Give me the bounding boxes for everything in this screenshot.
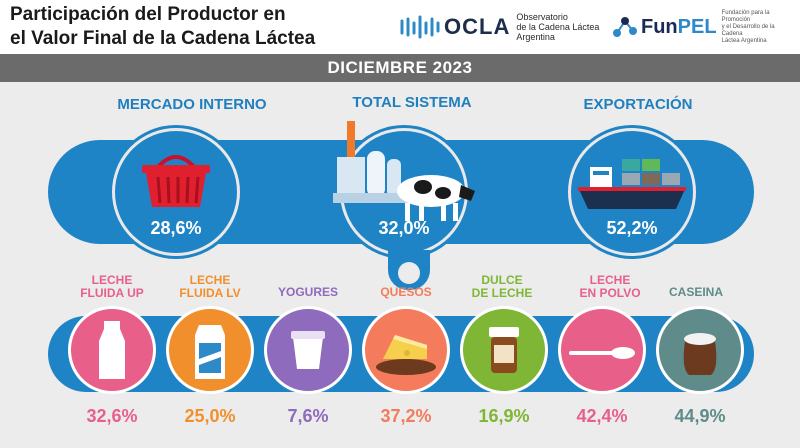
segment-title-exportacion: EXPORTACIÓN (583, 96, 693, 113)
product-label-line-2: EN POLVO (579, 286, 641, 300)
product-circle-leche-en-polvo (558, 306, 646, 394)
product-circle-caseina (656, 306, 744, 394)
product-pct-yogures: 7,6% (287, 406, 329, 426)
funpel-sub-2: y el Desarrollo de la Cadena (721, 23, 775, 37)
product-pct-quesos: 37,2% (380, 406, 432, 426)
product-circle-leche-fluida-up (68, 306, 156, 394)
funpel-sub-3: Láctea Argentina (721, 37, 767, 44)
product-pct-leche-fluida-lv: 25,0% (184, 406, 236, 426)
powder-spoon-icon (569, 347, 635, 359)
product-circle-yogures (264, 306, 352, 394)
product-label-leche-fluida-up: LECHE FLUIDA UP (62, 274, 162, 300)
ocla-subtitle: Observatorio de la Cadena Láctea Argenti… (516, 12, 611, 42)
funnel-connector-dot (398, 262, 420, 284)
product-label-line-2: FLUIDA LV (179, 286, 241, 300)
yogurt-cup-icon (291, 331, 325, 369)
product-label-line-1: LECHE (91, 273, 133, 287)
funpel-network-icon (613, 17, 637, 37)
product-label-line-1: DULCE (481, 273, 523, 287)
product-label-line-1: LECHE (189, 273, 231, 287)
cargo-ship-icon (578, 159, 686, 209)
dulce-jar-icon (489, 327, 519, 373)
product-label-leche-fluida-lv: LECHE FLUIDA LV (160, 274, 260, 300)
ocla-sub-3: Argentina (516, 32, 555, 42)
funpel-word-b: PEL (677, 15, 717, 38)
product-pct-leche-fluida-up: 32,6% (86, 406, 138, 426)
title-line-2: el Valor Final de la Cadena Láctea (10, 28, 316, 49)
product-pct-dulce-de-leche: 16,9% (478, 406, 530, 426)
segment-circle-total-sistema: 32,0% (333, 121, 475, 256)
product-circle-dulce-de-leche (460, 306, 548, 394)
funpel-wordmark: FunPEL (641, 16, 717, 39)
milk-carton-icon (195, 325, 225, 379)
funpel-logo: FunPEL Fundación para la Promoción y el … (612, 10, 792, 45)
funpel-subtitle: Fundación para la Promoción y el Desarro… (722, 10, 792, 45)
segment-circle-exportacion: 52,2% (568, 128, 696, 256)
product-label-line-1: CASEINA (668, 285, 723, 299)
product-label-leche-en-polvo: LECHE EN POLVO (560, 274, 660, 300)
product-label-dulce-de-leche: DULCE DE LECHE (452, 274, 552, 300)
ocla-sub-1: Observatorio (516, 12, 568, 22)
product-pct-caseina: 44,9% (674, 406, 726, 426)
basket-icon (142, 155, 210, 207)
product-circle-quesos (362, 306, 450, 394)
page-title: Participación del Productor en el Valor … (10, 3, 380, 51)
product-label-yogures: YOGURES (258, 286, 358, 299)
product-label-line-1: LECHE (589, 273, 631, 287)
product-label-line-2: FLUIDA UP (80, 286, 144, 300)
milk-bottle-icon (99, 321, 125, 379)
segment-title-mercado-interno: MERCADO INTERNO (117, 96, 267, 113)
ocla-logo: OCLA Observatorio de la Cadena Láctea Ar… (400, 10, 611, 44)
product-label-line-1: YOGURES (277, 285, 338, 299)
product-label-quesos: QUESOS (356, 286, 456, 299)
product-pct-leche-en-polvo: 42,4% (576, 406, 628, 426)
dairy-plant-cow-icon (333, 121, 475, 221)
product-circle-leche-fluida-lv (166, 306, 254, 394)
segment-pct-mercado-interno: 28,6% (150, 218, 202, 238)
sack-icon (683, 333, 717, 375)
funpel-word-a: Fun (641, 15, 678, 38)
segment-title-total-sistema: TOTAL SISTEMA (352, 94, 472, 111)
funpel-sub-1: Fundación para la Promoción (721, 9, 770, 23)
segment-circle-mercado-interno: 28,6% (112, 128, 240, 256)
header: Participación del Productor en el Valor … (0, 0, 800, 54)
segment-pct-exportacion: 52,2% (606, 218, 658, 238)
segment-pct-total-sistema: 32,0% (378, 218, 430, 238)
ocla-wave-icon (400, 15, 440, 39)
period-banner: DICIEMBRE 2023 (0, 54, 800, 82)
cheese-icon (376, 335, 436, 375)
product-label-line-2: DE LECHE (471, 286, 533, 300)
ocla-sub-2: de la Cadena Láctea (516, 22, 600, 32)
ocla-wordmark: OCLA (444, 14, 511, 39)
title-line-1: Participación del Productor en (10, 4, 286, 25)
product-label-caseina: CASEINA (646, 286, 746, 299)
product-label-line-1: QUESOS (380, 285, 432, 299)
